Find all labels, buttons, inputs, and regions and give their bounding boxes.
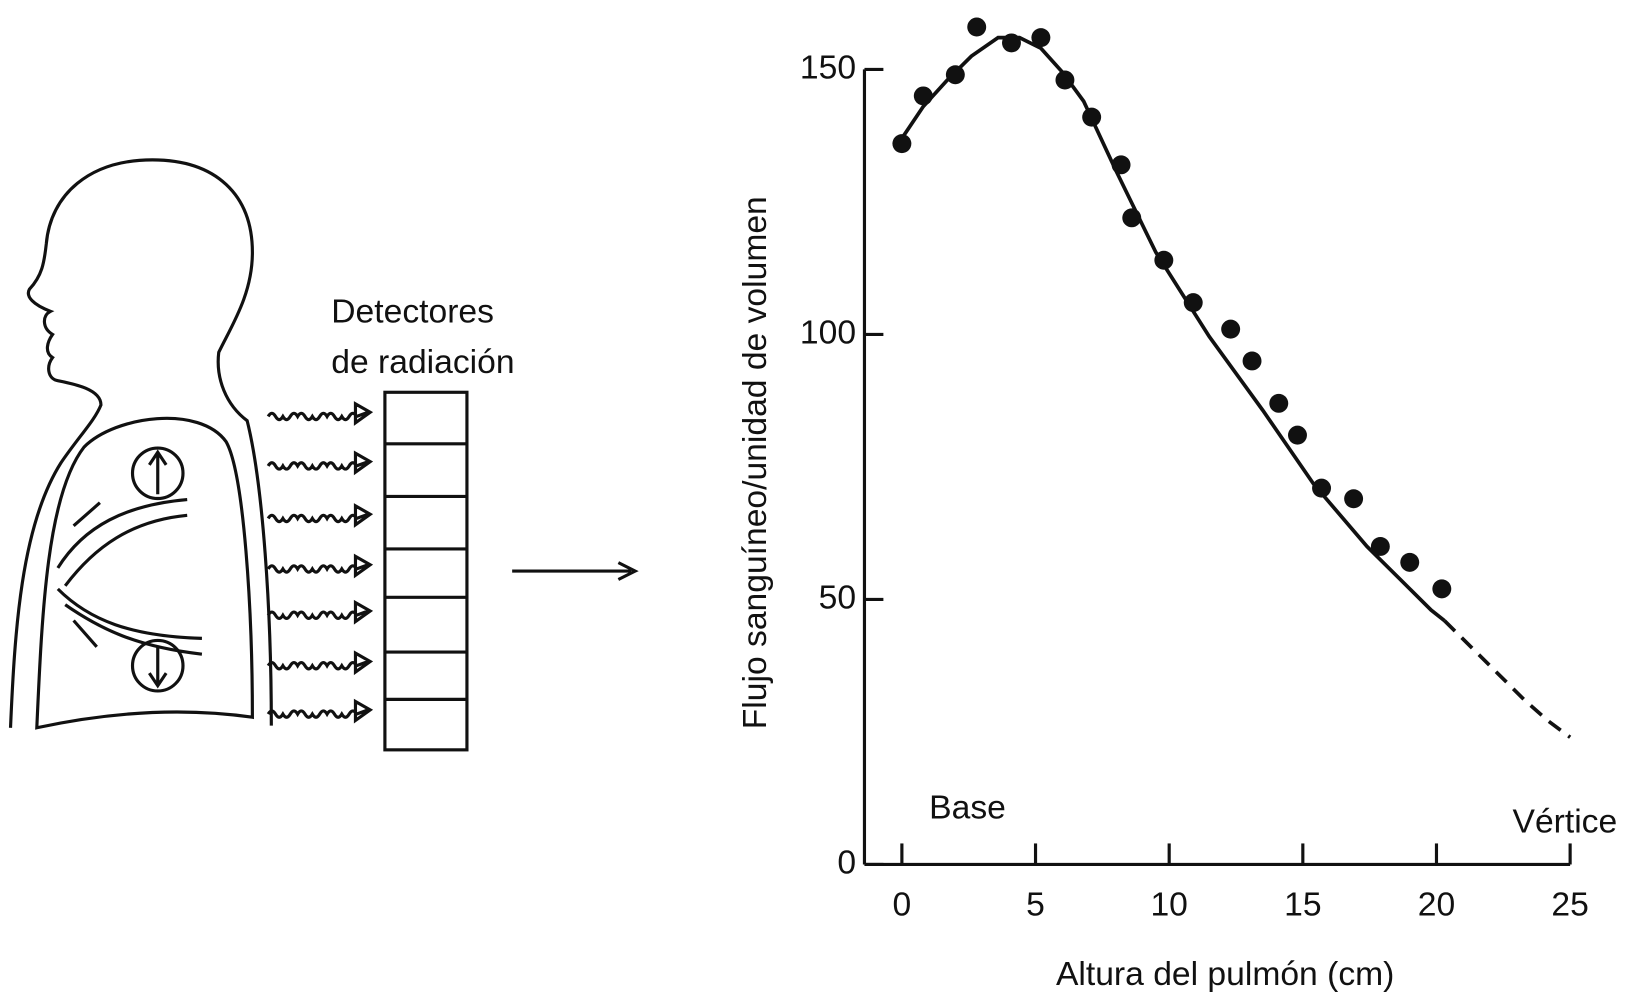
data-point — [1242, 351, 1262, 371]
data-point — [1400, 552, 1420, 572]
data-point — [1002, 33, 1021, 53]
detector-label: de radiación — [331, 344, 514, 381]
arrow-to-chart — [512, 561, 639, 581]
radiation-arrow — [266, 401, 374, 426]
body-diagram: Detectores de radiación — [8, 158, 639, 752]
x-tick-label: 0 — [893, 886, 912, 923]
data-point — [892, 134, 912, 154]
x-tick-label: 20 — [1418, 886, 1455, 923]
x-tick-label: 5 — [1026, 886, 1045, 923]
radiation-arrow — [266, 650, 374, 676]
data-point — [1055, 70, 1075, 90]
data-point — [1221, 319, 1241, 339]
vessel-upper — [56, 497, 188, 587]
alveolus — [130, 446, 185, 501]
extrapolated-curve — [1443, 619, 1572, 739]
detector-array — [383, 390, 469, 752]
alveolus — [130, 638, 185, 693]
data-point — [1288, 425, 1307, 445]
radiation-arrows — [266, 401, 374, 724]
detector-label: Detectores — [331, 293, 494, 330]
data-point — [1111, 155, 1131, 175]
data-point — [945, 65, 965, 85]
annotation: Base — [929, 790, 1006, 827]
y-tick-label: 50 — [819, 579, 856, 616]
vessel-lower — [56, 587, 203, 656]
x-tick-label: 10 — [1150, 886, 1187, 923]
data-point — [1183, 293, 1203, 313]
x-tick-label: 25 — [1551, 886, 1588, 923]
data-point — [1312, 478, 1332, 498]
radiation-arrow — [266, 698, 374, 724]
data-point — [1154, 250, 1174, 270]
annotation: Vértice — [1513, 803, 1618, 840]
data-point — [1269, 393, 1289, 413]
x-tick-label: 15 — [1284, 886, 1321, 923]
lung-outline — [35, 416, 254, 730]
fit-curve — [900, 35, 1446, 623]
x-axis-label: Altura del pulmón (cm) — [1056, 956, 1394, 993]
y-axis-label: Flujo sanguíneo/unidad de volumen — [737, 196, 774, 729]
data-point — [1370, 536, 1390, 556]
chart: Flujo sanguíneo/unidad de volumen Altura… — [737, 17, 1618, 993]
data-point — [1344, 489, 1364, 509]
data-point — [1122, 208, 1142, 228]
radiation-arrow — [266, 599, 374, 625]
flow-arrows — [72, 449, 168, 689]
detector-dividers — [384, 442, 467, 701]
radiation-arrow — [266, 553, 374, 579]
data-point — [1031, 28, 1051, 48]
data-point — [1432, 579, 1452, 599]
radiation-arrow — [266, 450, 374, 476]
data-point — [1082, 107, 1102, 127]
y-tick-label: 0 — [837, 844, 856, 881]
y-tick-label: 150 — [800, 49, 856, 86]
data-point — [913, 86, 933, 106]
data-point — [967, 17, 987, 37]
y-tick-label: 100 — [800, 314, 856, 351]
radiation-arrow — [266, 503, 374, 528]
body-outline — [8, 158, 273, 728]
